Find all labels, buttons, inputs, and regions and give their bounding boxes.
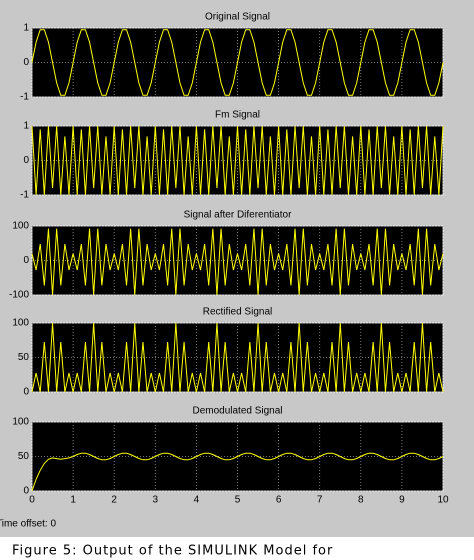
plot-area [31,225,444,296]
x-tick-label: 7 [317,495,323,506]
x-tick-label: 3 [153,495,159,506]
y-tick-label: 100 [12,417,29,428]
y-tick-label: 0 [23,57,29,68]
panel-title: Rectified Signal [203,307,272,318]
y-tick-label: 0 [23,387,29,398]
x-tick-label: 9 [399,495,405,506]
y-tick-label: 50 [18,451,30,462]
signal-line [31,29,444,96]
x-tick-label: 10 [437,495,449,506]
plot-area [31,322,444,393]
time-offset: Time offset: 0 [0,519,56,530]
panel-title: Fm Signal [215,110,260,121]
panel-title: Original Signal [205,12,270,23]
panel-title: Signal after Diferentiator [184,210,293,221]
y-tick-label: 0 [23,255,29,266]
signal-line [31,125,444,196]
signal-line [31,322,444,393]
y-tick-label: 50 [18,352,30,363]
y-tick-label: 0 [23,486,29,497]
signal-line [31,228,444,296]
y-tick-label: -100 [9,290,29,301]
x-tick-label: 2 [111,495,117,506]
y-tick-label: 1 [23,121,29,132]
panel-title: Demodulated Signal [192,406,282,417]
y-tick-label: 100 [12,221,29,232]
signal-line [31,452,444,492]
caption: Figure 5: Output of the SIMULINK Model f… [12,544,333,559]
y-tick-label: 0 [23,155,29,166]
x-tick-label: 1 [70,495,76,506]
y-tick-label: 1 [23,23,29,34]
y-tick-label: 100 [12,318,29,329]
y-tick-label: -1 [20,190,29,201]
x-tick-label: 8 [358,495,364,506]
x-tick-label: 5 [235,495,241,506]
x-tick-label: 6 [276,495,282,506]
y-tick-label: -1 [20,92,29,103]
x-tick-label: 4 [194,495,200,506]
x-tick-label: 0 [29,495,35,506]
